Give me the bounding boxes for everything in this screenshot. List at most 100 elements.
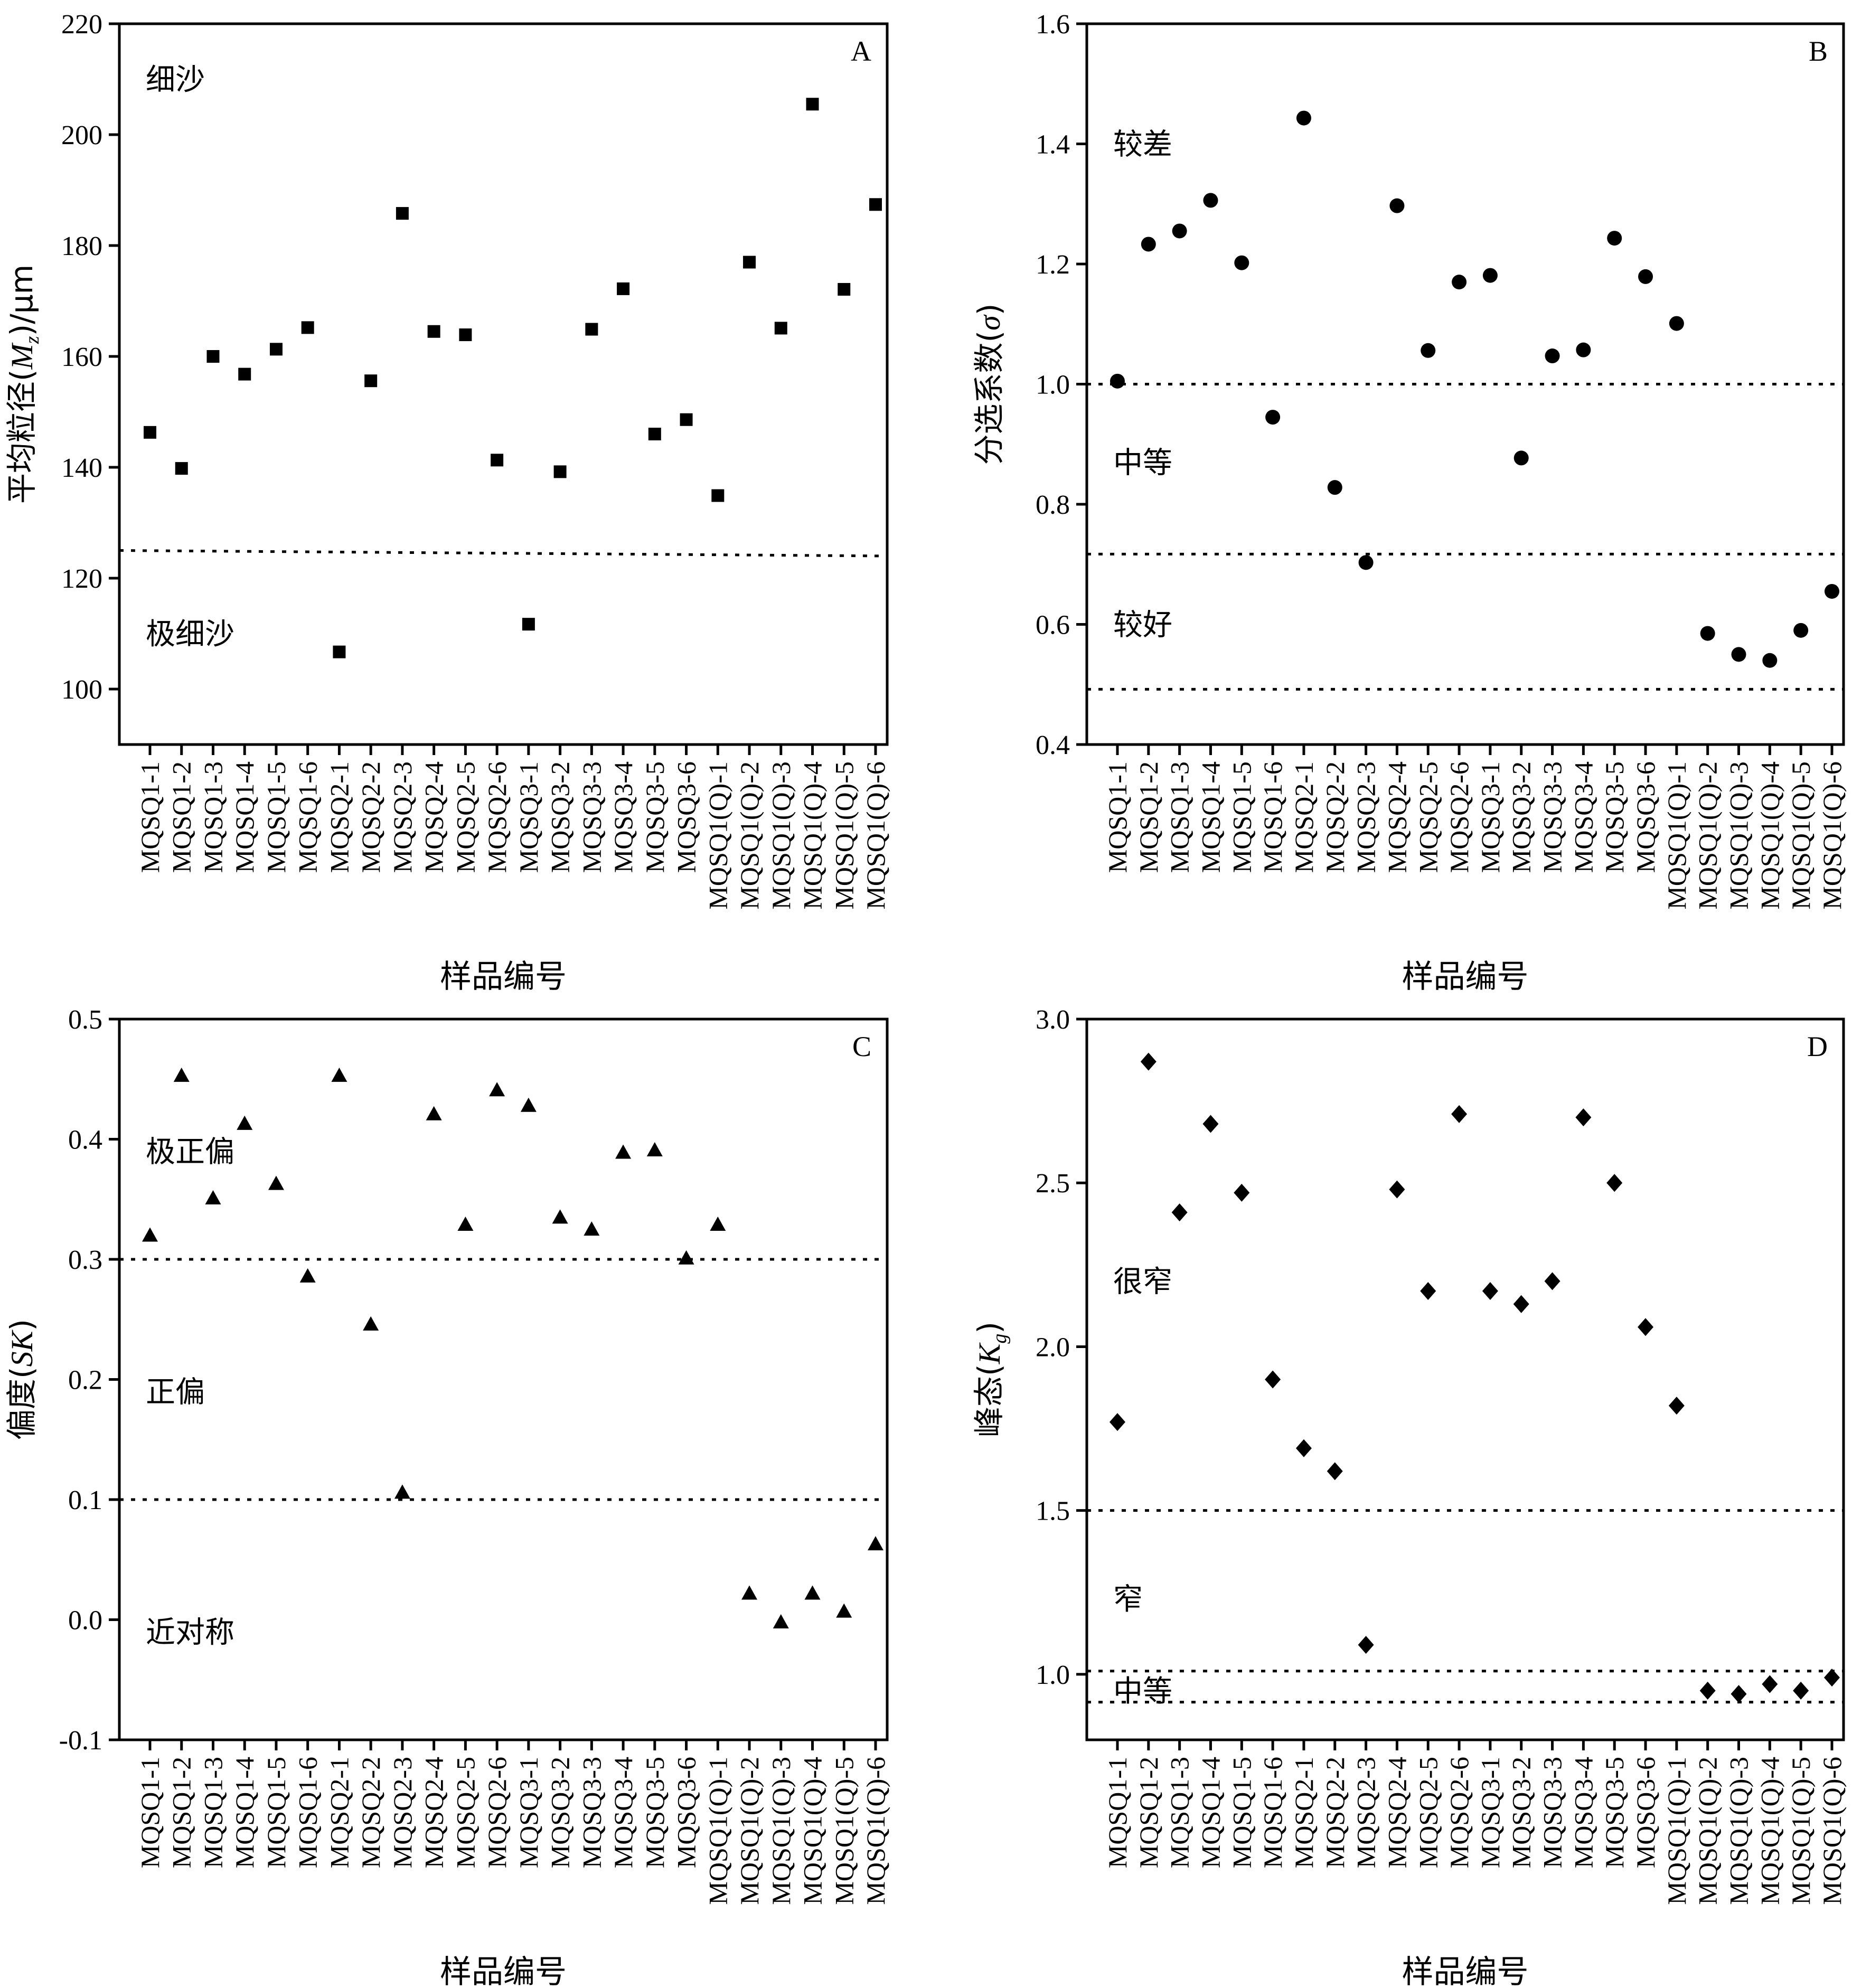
data-point xyxy=(1110,373,1125,389)
y-tick-label: 1.4 xyxy=(1036,130,1070,160)
x-tick-label: MQSQ3-3 xyxy=(577,1757,606,1868)
data-point xyxy=(427,325,440,338)
x-axis-title: 样品编号 xyxy=(1402,958,1529,995)
x-tick-label: MQSQ3-3 xyxy=(1538,1757,1567,1868)
data-point xyxy=(491,454,504,467)
data-point xyxy=(1482,268,1498,283)
x-tick-label: MQSQ1-4 xyxy=(1196,761,1225,873)
x-tick-label: MQSQ3-4 xyxy=(608,1757,638,1868)
x-tick-label: MQSQ3-5 xyxy=(640,1757,670,1868)
x-tick-label: MQSQ2-1 xyxy=(1289,1757,1319,1868)
x-tick-label: MQSQ1(Q)-4 xyxy=(1755,1757,1784,1905)
x-tick-label: MQSQ3-6 xyxy=(1631,761,1660,873)
data-point xyxy=(1762,653,1778,668)
zone-label: 极细沙 xyxy=(146,617,234,652)
data-point xyxy=(1638,1318,1654,1336)
zone-label: 极正偏 xyxy=(146,1135,234,1169)
data-point xyxy=(1825,583,1839,599)
panel-letter: D xyxy=(1807,1031,1828,1062)
data-point xyxy=(1669,316,1684,331)
data-point xyxy=(522,618,535,631)
data-point xyxy=(678,1250,694,1265)
x-tick-label: MQSQ1-5 xyxy=(1227,1757,1256,1868)
data-point xyxy=(520,1097,537,1112)
x-tick-label: MQSQ1-6 xyxy=(293,1757,323,1868)
x-tick-label: MQSQ3-3 xyxy=(577,761,606,873)
data-point xyxy=(142,1227,158,1242)
x-tick-label: MQSQ1-3 xyxy=(198,1757,228,1868)
data-point xyxy=(1327,1462,1343,1481)
x-tick-label: MQSQ2-2 xyxy=(1320,1757,1350,1868)
x-tick-label: MQSQ3-1 xyxy=(1475,761,1505,873)
x-tick-label: MQSQ1-6 xyxy=(1258,761,1287,873)
x-tick-label: MQSQ2-4 xyxy=(1382,1757,1412,1868)
data-point xyxy=(1545,348,1560,364)
data-point xyxy=(299,1268,316,1283)
data-point xyxy=(205,1190,221,1204)
y-tick-label: 0.6 xyxy=(1036,610,1070,640)
x-tick-label: MQSQ2-6 xyxy=(482,761,512,873)
x-tick-label: MQSQ1-5 xyxy=(261,761,291,873)
data-point xyxy=(1731,1685,1747,1703)
data-point xyxy=(1296,110,1311,126)
x-tick-label: MQSQ2-5 xyxy=(1413,761,1443,873)
data-point xyxy=(1699,1681,1716,1700)
x-tick-label: MQSQ1(Q)-2 xyxy=(735,761,764,910)
x-tick-label: MQSQ2-3 xyxy=(1351,1757,1381,1868)
plot-frame xyxy=(1085,1017,1845,1741)
x-tick-label: MQSQ1-5 xyxy=(1227,761,1256,873)
data-point xyxy=(1793,623,1809,638)
x-tick-label: MQSQ1(Q)-3 xyxy=(1724,761,1754,910)
x-axis-title: 样品编号 xyxy=(440,1954,567,1988)
data-point xyxy=(1389,1180,1405,1199)
x-tick-label: MQSQ2-6 xyxy=(1444,761,1474,873)
x-tick-label: MQSQ1-2 xyxy=(1134,1757,1163,1868)
y-axis-title: 峰态(Kg) xyxy=(971,1322,1011,1437)
y-axis-title: 平均粒径(Mz)/μm xyxy=(4,265,43,504)
x-tick-label: MQSQ3-4 xyxy=(1568,761,1598,873)
x-tick-label: MQSQ2-4 xyxy=(1382,761,1412,873)
data-point xyxy=(743,256,756,269)
x-tick-label: MQSQ1(Q)-6 xyxy=(1817,1757,1847,1905)
x-tick-label: MQSQ1-2 xyxy=(167,761,196,873)
y-tick-label: 0.4 xyxy=(68,1125,102,1155)
y-tick-label: 200 xyxy=(61,120,102,150)
data-point xyxy=(1295,1439,1312,1457)
x-tick-label: MQSQ3-2 xyxy=(546,761,575,873)
plot-frame xyxy=(1085,22,1845,746)
x-tick-label: MQSQ1(Q)-2 xyxy=(1693,761,1723,910)
x-tick-label: MQSQ3-4 xyxy=(1568,1757,1598,1868)
plot-frame xyxy=(118,22,889,746)
data-point xyxy=(269,343,283,356)
y-tick-label: 140 xyxy=(61,453,102,483)
x-tick-label: MQSQ1(Q)-5 xyxy=(1786,1757,1816,1905)
y-tick-label: 0.8 xyxy=(1036,490,1070,520)
x-tick-label: MQSQ1(Q)-5 xyxy=(829,1757,859,1905)
data-point xyxy=(836,1603,852,1618)
plot-frame xyxy=(118,1017,889,1741)
y-tick-label: 3.0 xyxy=(1036,1005,1070,1035)
data-point xyxy=(1203,193,1218,208)
data-point xyxy=(615,1144,632,1159)
panel-letter: C xyxy=(852,1031,871,1062)
x-tick-label: MQSQ3-6 xyxy=(672,761,701,873)
x-tick-label: MQSQ1(Q)-3 xyxy=(766,1757,796,1905)
data-point xyxy=(869,198,882,211)
x-tick-label: MQSQ2-3 xyxy=(388,1757,417,1868)
x-tick-label: MQSQ1-3 xyxy=(1165,761,1195,873)
zone-label: 窄 xyxy=(1113,1582,1143,1617)
data-point xyxy=(773,1614,789,1629)
data-point xyxy=(1141,237,1156,252)
x-tick-label: MQSQ2-6 xyxy=(482,1757,512,1868)
x-tick-label: MQSQ2-3 xyxy=(388,761,417,873)
y-axis-title: 偏度(SK) xyxy=(4,1319,40,1440)
data-point xyxy=(394,1484,410,1499)
y-tick-label: 120 xyxy=(61,564,102,594)
x-tick-label: MQSQ1(Q)-6 xyxy=(1817,761,1847,910)
x-tick-label: MQSQ1(Q)-3 xyxy=(1724,1757,1754,1905)
x-tick-label: MQSQ1(Q)-1 xyxy=(703,1757,732,1905)
data-point xyxy=(301,321,314,334)
data-point xyxy=(268,1175,284,1190)
data-point xyxy=(144,426,156,439)
